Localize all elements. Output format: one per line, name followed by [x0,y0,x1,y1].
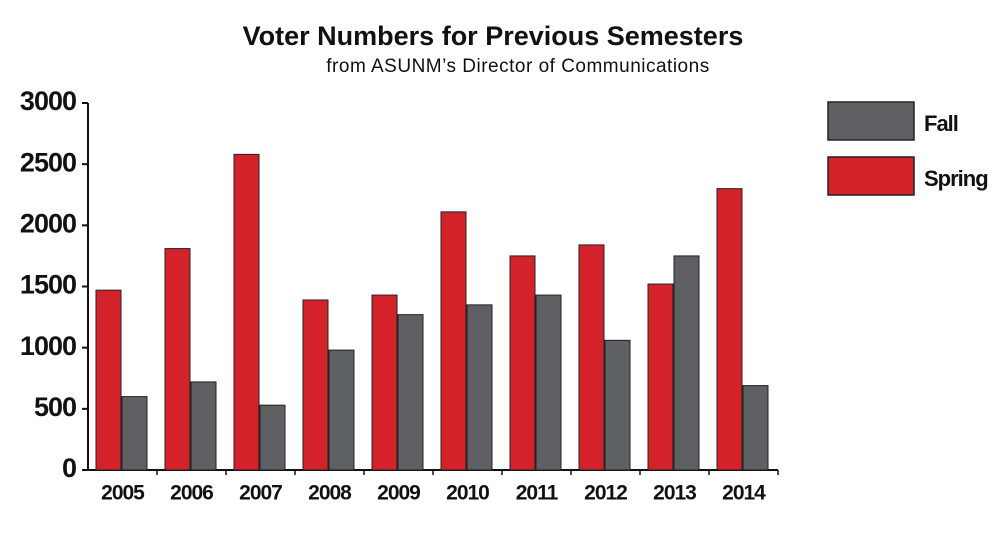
x-tick-label: 2009 [377,482,420,505]
x-tick-label: 2008 [308,482,352,505]
x-tick-label: 2005 [101,482,145,505]
bar [371,294,398,471]
chart-subtitle: from ASUNM’s Director of Communications [326,56,709,77]
legend-label: Spring [924,166,988,191]
bar [604,339,631,471]
y-tick-label: 1000 [20,331,76,361]
chart-title: Voter Numbers for Previous Semesters [243,21,744,51]
x-tick-label: 2012 [584,482,627,505]
bar [509,255,536,471]
bar [95,289,122,471]
y-tick-label: 1500 [20,270,76,300]
y-tick-label: 3000 [20,86,76,116]
bar [302,299,329,471]
y-tick-label: 2000 [20,208,76,238]
x-tick-label: 2014 [722,482,766,505]
x-tick-label: 2006 [170,482,213,505]
bar [716,188,743,471]
bar [397,314,424,471]
legend-label: Fall [924,111,958,136]
y-tick-label: 0 [62,453,76,483]
x-tick-label: 2010 [446,482,489,505]
x-tick-label: 2013 [653,482,696,505]
bar [190,381,217,471]
legend-swatch [827,156,915,196]
bar [233,153,260,471]
y-tick-label: 2500 [20,147,76,177]
bar [535,294,562,471]
bar [673,255,700,471]
bar [742,385,769,471]
bar [164,248,191,471]
bar [328,349,355,471]
x-tick-label: 2007 [239,482,282,505]
bar [259,404,286,471]
bar [647,283,674,471]
x-tick-label: 2011 [516,482,559,505]
bar [121,396,148,471]
bar [440,211,467,471]
legend-swatch [827,101,915,141]
bar [466,304,493,471]
bar [578,244,605,471]
y-tick-label: 500 [34,392,76,422]
